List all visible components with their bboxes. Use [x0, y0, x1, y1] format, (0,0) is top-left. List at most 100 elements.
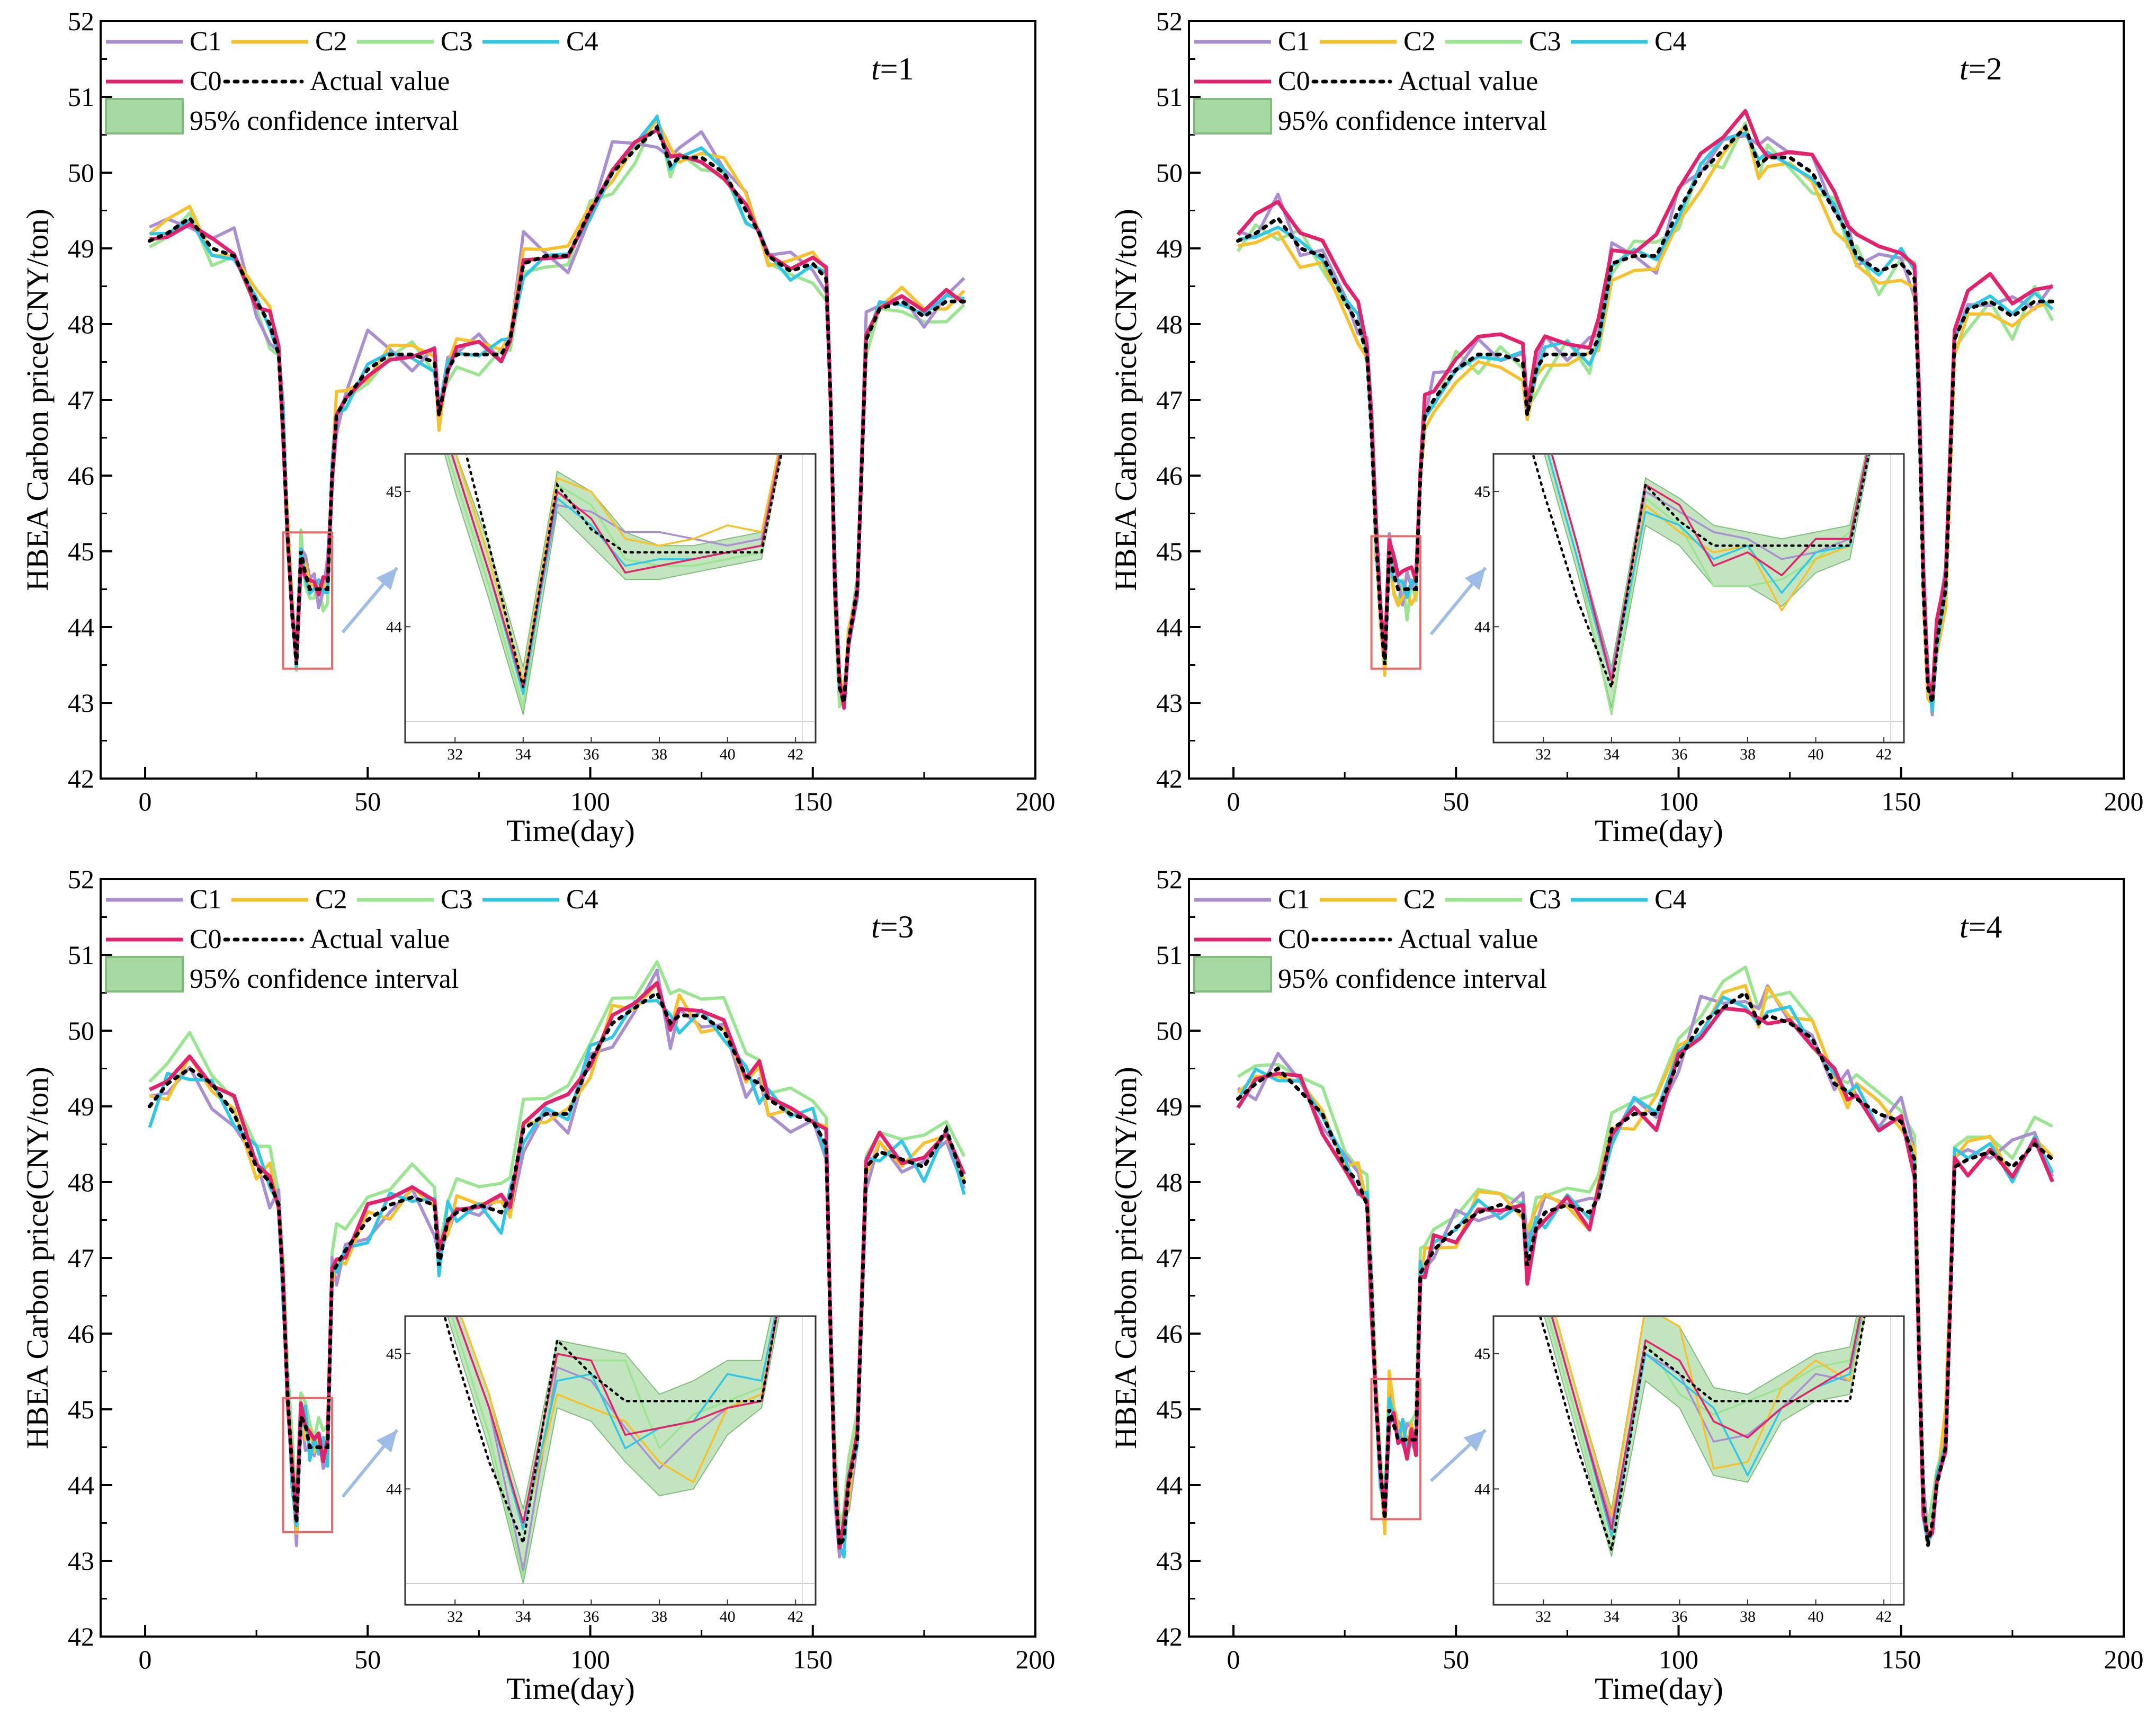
y-tick-label: 49 — [68, 1092, 94, 1121]
series-group — [148, 114, 966, 711]
y-tick-label: 50 — [1156, 1016, 1183, 1045]
panel-3: 42 43 44 45 46 47 48 49 50 51 52 0 50 100 150 200 Time(d… — [20, 864, 1055, 1706]
legend-actual-label: Actual value — [310, 66, 450, 96]
inset-x-tick-label: 34 — [515, 1608, 531, 1625]
inset-x-tick-label: 38 — [651, 1608, 667, 1625]
panel-2: 42 43 44 45 46 47 48 49 50 51 52 0 50 100 150 200 Time(d… — [1108, 6, 2144, 848]
inset-actual-line — [465, 455, 783, 688]
x-tick-label: 100 — [570, 786, 610, 816]
inset-actual-line — [443, 1317, 777, 1548]
inset-c4-line — [1547, 455, 1869, 682]
t-label: t=1 — [871, 51, 914, 86]
inset-y-tick-label: 44 — [1474, 618, 1490, 636]
x-tick-label: 0 — [139, 786, 152, 816]
legend-c1-label: C1 — [190, 884, 222, 915]
inset-y-tick-label: 44 — [386, 1480, 402, 1498]
y-tick-label: 50 — [1156, 158, 1183, 187]
y-tick-label: 49 — [68, 234, 94, 263]
y-tick-label: 45 — [68, 1395, 94, 1424]
y-tick-label: 45 — [68, 537, 94, 566]
y-tick-label: 52 — [68, 864, 94, 894]
t-label-var: t — [871, 51, 881, 86]
legend-c1-label: C1 — [1278, 26, 1310, 57]
inset-x-tick-label: 32 — [1535, 1608, 1551, 1625]
inset-x-tick-label: 38 — [651, 746, 667, 763]
y-tick-label: 46 — [1156, 461, 1183, 490]
x-tick-label: 0 — [1227, 1644, 1240, 1674]
inset-series — [443, 1317, 780, 1584]
legend: C1 C2 C3 C4 C0 Actual value 95% confidence int… — [1193, 26, 1687, 136]
inset-x-tick-label: 40 — [720, 746, 736, 763]
inset-x-tick-label: 38 — [1740, 1608, 1756, 1625]
x-tick-label: 200 — [2104, 786, 2144, 816]
t-label-value: =2 — [1969, 51, 2002, 86]
y-tick-label: 50 — [68, 158, 94, 187]
x-axis-title: Time(day) — [506, 814, 635, 848]
inset-c0-line — [455, 1317, 778, 1524]
inset: 32 34 36 38 40 42 44 45 — [1474, 453, 1905, 763]
x-tick-label: 200 — [1016, 786, 1055, 816]
inset-x-tick-label: 32 — [1535, 746, 1551, 763]
y-tick-label: 46 — [68, 1319, 94, 1348]
zoom-box — [1370, 1378, 1422, 1521]
inset-x-tick-label: 36 — [1671, 746, 1687, 763]
t-label-var: t — [1960, 909, 1969, 944]
y-tick-label: 49 — [1156, 234, 1183, 263]
y-tick-label: 52 — [1156, 6, 1183, 36]
series-actual-line — [148, 123, 966, 703]
inset-y-tick-label: 45 — [1474, 483, 1490, 500]
y-tick-label: 46 — [68, 461, 94, 490]
y-tick-label: 43 — [1156, 1546, 1183, 1576]
inset-x-tick-label: 40 — [720, 1608, 736, 1625]
inset-x-tick-label: 38 — [1740, 746, 1756, 763]
inset-actual-line — [1532, 455, 1871, 692]
inset-x-tick-label: 42 — [788, 746, 803, 763]
y-axis-title: HBEA Carbon price(CNY/ton) — [20, 209, 55, 591]
y-tick-label: 42 — [1156, 1622, 1183, 1651]
inset-y-tick-label: 45 — [1474, 1345, 1490, 1363]
inset-c3-line — [451, 1317, 776, 1578]
inset-c0-line — [451, 455, 781, 689]
legend-ci-label: 95% confidence interval — [190, 106, 459, 136]
x-tick-label: 200 — [1016, 1644, 1055, 1674]
y-tick-label: 51 — [68, 82, 94, 112]
x-tick-label: 150 — [1881, 786, 1921, 816]
y-tick-label: 47 — [68, 1243, 94, 1273]
t-label-var: t — [871, 909, 881, 944]
x-tick-label: 0 — [139, 1644, 152, 1674]
series-group — [1236, 966, 2054, 1547]
inset-c0-line — [1551, 455, 1868, 682]
y-tick-label: 42 — [68, 1622, 94, 1651]
legend-c3-label: C3 — [1529, 26, 1561, 57]
inset-y-tick-label: 44 — [1474, 1480, 1490, 1498]
x-tick-label: 150 — [793, 1644, 833, 1674]
x-tick-label: 50 — [1443, 1644, 1469, 1674]
y-tick-label: 45 — [1156, 1395, 1183, 1424]
y-tick-label: 43 — [68, 1546, 94, 1576]
x-axis-title: Time(day) — [506, 1672, 635, 1706]
zoom-box — [1370, 535, 1422, 670]
y-tick-label: 51 — [68, 940, 94, 970]
legend-actual-label: Actual value — [1398, 66, 1538, 96]
series-actual-line — [1236, 990, 2054, 1547]
inset-c2-line — [460, 1317, 777, 1531]
y-tick-label: 47 — [1156, 1243, 1183, 1273]
series-group — [1236, 109, 2054, 717]
t-label-value: =1 — [880, 51, 914, 86]
legend-actual-label: Actual value — [1398, 924, 1538, 954]
y-tick-label: 48 — [1156, 309, 1183, 339]
zoom-arrow-head — [1464, 568, 1486, 591]
y-tick-label: 43 — [68, 688, 94, 718]
legend-ci-swatch — [1193, 956, 1272, 993]
inset-x-tick-label: 34 — [1604, 746, 1620, 763]
inset-ci-band — [1544, 1317, 1866, 1557]
x-tick-label: 50 — [1443, 786, 1469, 816]
inset-x-tick-label: 32 — [447, 746, 463, 763]
y-tick-label: 51 — [1156, 82, 1183, 112]
legend-c2-label: C2 — [1403, 884, 1436, 915]
inset-series — [1532, 455, 1871, 716]
y-tick-label: 52 — [68, 6, 94, 36]
legend-ci-swatch — [105, 98, 184, 135]
t-label-value: =4 — [1969, 909, 2002, 944]
